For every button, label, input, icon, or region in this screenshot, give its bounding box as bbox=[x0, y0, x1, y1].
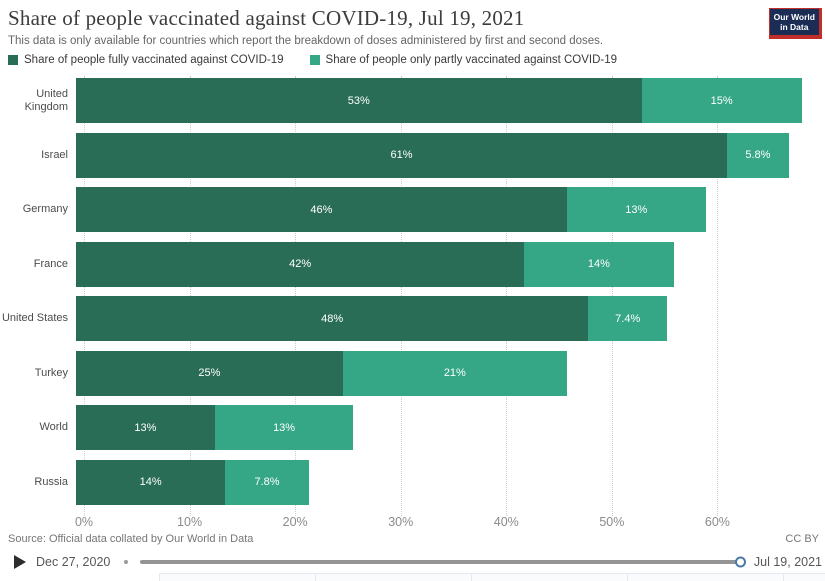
country-label: Israel bbox=[41, 148, 68, 161]
country-label: Germany bbox=[22, 203, 68, 216]
table-strip-cell bbox=[471, 573, 628, 581]
bar-value-label: 42% bbox=[289, 258, 312, 270]
bar-row: Turkey 25% 21% bbox=[0, 350, 823, 396]
owid-logo-text: Our World in Data bbox=[769, 9, 819, 36]
bar-track: 48% 7.4% bbox=[76, 296, 823, 341]
bar-row: World 13% 13% bbox=[0, 405, 823, 450]
bar-segment-partly[interactable]: 13% bbox=[214, 405, 354, 450]
bar-value-label: 5.8% bbox=[745, 149, 771, 161]
bar-value-label: 13% bbox=[625, 203, 648, 216]
bar-segment-fully[interactable]: 53% bbox=[76, 78, 642, 123]
bar-segment-fully[interactable]: 42% bbox=[76, 241, 525, 287]
bar-segment-partly[interactable]: 7.4% bbox=[588, 296, 668, 341]
country-label: World bbox=[39, 421, 68, 434]
bar-row: Israel 61% 5.8% bbox=[0, 132, 823, 178]
bar-value-label: 7.4% bbox=[615, 312, 641, 325]
country-label: United Kingdom bbox=[24, 88, 68, 113]
bar-row: Germany 46% 13% bbox=[0, 187, 823, 232]
x-axis-tick-label: 10% bbox=[177, 515, 203, 529]
bar-segment-partly[interactable]: 14% bbox=[524, 241, 674, 287]
country-label: Turkey bbox=[34, 366, 68, 379]
table-strip-cell bbox=[159, 573, 316, 581]
play-icon[interactable] bbox=[14, 555, 26, 569]
bar-track: 53% 15% bbox=[76, 78, 823, 123]
bar-value-label: 7.8% bbox=[254, 476, 280, 488]
x-axis-tick-label: 0% bbox=[74, 515, 94, 529]
bar-segment-fully[interactable]: 14% bbox=[76, 459, 226, 505]
x-axis-tick-label: 20% bbox=[282, 515, 308, 529]
bar-value-label: 53% bbox=[347, 94, 370, 107]
bar-segment-partly[interactable]: 7.8% bbox=[225, 459, 309, 505]
bar-segment-partly[interactable]: 15% bbox=[641, 78, 802, 123]
bar-track: 61% 5.8% bbox=[76, 132, 823, 178]
bar-value-label: 14% bbox=[139, 476, 162, 488]
owid-logo-line1: Our World bbox=[773, 12, 815, 22]
country-label: France bbox=[33, 257, 68, 270]
bar-segment-partly[interactable]: 5.8% bbox=[726, 132, 789, 178]
bar-segment-fully[interactable]: 48% bbox=[76, 296, 589, 341]
bar-value-label: 61% bbox=[390, 149, 413, 161]
timeline-slider-track[interactable] bbox=[140, 556, 746, 568]
legend-item-fully-vaccinated[interactable]: Share of people fully vaccinated against… bbox=[8, 54, 284, 66]
license-link[interactable]: CC BY bbox=[785, 533, 819, 545]
chart-subtitle: This data is only available for countrie… bbox=[8, 35, 604, 47]
chart-footer: Source: Official data collated by Our Wo… bbox=[8, 533, 819, 545]
owid-logo-line2: in Data bbox=[780, 22, 809, 33]
bar-track: 46% 13% bbox=[76, 187, 823, 232]
stacked-bar-chart: United Kingdom 53% 15% Israel 61% 5.8% Germany… bbox=[0, 76, 823, 538]
chart-title: Share of people vaccinated against COVID… bbox=[8, 6, 525, 30]
bar-value-label: 13% bbox=[273, 421, 296, 434]
timeline-slider-handle[interactable] bbox=[734, 556, 746, 568]
owid-logo[interactable]: Our World in Data bbox=[768, 8, 822, 40]
bar-segment-partly[interactable]: 13% bbox=[566, 187, 706, 232]
table-strip-cell bbox=[783, 573, 825, 581]
chart-rows: United Kingdom 53% 15% Israel 61% 5.8% Germany… bbox=[0, 78, 823, 514]
bar-track: 25% 21% bbox=[76, 350, 823, 396]
bar-value-label: 13% bbox=[134, 421, 157, 434]
bar-segment-fully[interactable]: 46% bbox=[76, 187, 567, 232]
country-label: Russia bbox=[34, 475, 68, 488]
gridline bbox=[717, 76, 719, 516]
bar-track: 14% 7.8% bbox=[76, 459, 823, 505]
bar-value-label: 25% bbox=[198, 367, 221, 379]
chart-header: Share of people vaccinated against COVID… bbox=[8, 6, 763, 47]
table-strip-cell bbox=[315, 573, 472, 581]
x-axis-tick-label: 60% bbox=[704, 515, 730, 529]
legend-label: Share of people fully vaccinated against… bbox=[24, 54, 284, 66]
bar-value-label: 46% bbox=[310, 203, 333, 216]
legend-label: Share of people only partly vaccinated a… bbox=[325, 54, 618, 66]
bar-row: Russia 14% 7.8% bbox=[0, 459, 823, 505]
partial-table-strip bbox=[159, 573, 825, 581]
x-axis-tick-label: 40% bbox=[493, 515, 519, 529]
bar-segment-fully[interactable]: 61% bbox=[76, 132, 727, 178]
bar-value-label: 15% bbox=[710, 94, 733, 107]
bar-value-label: 48% bbox=[321, 312, 344, 325]
bar-segment-fully[interactable]: 13% bbox=[76, 405, 215, 450]
bar-track: 13% 13% bbox=[76, 405, 823, 450]
bar-row: United States 48% 7.4% bbox=[0, 296, 823, 341]
legend-item-partly-vaccinated[interactable]: Share of people only partly vaccinated a… bbox=[309, 54, 618, 66]
bar-row: United Kingdom 53% 15% bbox=[0, 78, 823, 123]
timeline-control: Dec 27, 2020 Jul 19, 2021 bbox=[14, 550, 822, 574]
bar-track: 42% 14% bbox=[76, 241, 823, 287]
x-axis-tick-label: 50% bbox=[599, 515, 625, 529]
bar-value-label: 14% bbox=[587, 258, 610, 270]
timeline-start-marker-icon bbox=[124, 560, 129, 564]
x-axis-tick-label: 30% bbox=[388, 515, 414, 529]
table-strip-cell bbox=[627, 573, 784, 581]
source-note: Source: Official data collated by Our Wo… bbox=[8, 533, 254, 545]
country-label: United States bbox=[1, 312, 68, 325]
timeline-start-date: Dec 27, 2020 bbox=[36, 555, 111, 569]
timeline-end-date: Jul 19, 2021 bbox=[753, 555, 822, 569]
bar-segment-fully[interactable]: 25% bbox=[76, 350, 343, 396]
chart-legend: Share of people fully vaccinated against… bbox=[8, 54, 617, 66]
legend-swatch-partly-icon bbox=[309, 55, 320, 65]
x-axis: 0% 10% 20% 30% 40% 50% 60% bbox=[75, 515, 823, 533]
bar-row: France 42% 14% bbox=[0, 241, 823, 287]
bar-segment-partly[interactable]: 21% bbox=[342, 350, 567, 396]
bar-value-label: 21% bbox=[443, 367, 466, 379]
legend-swatch-fully-icon bbox=[8, 55, 18, 65]
